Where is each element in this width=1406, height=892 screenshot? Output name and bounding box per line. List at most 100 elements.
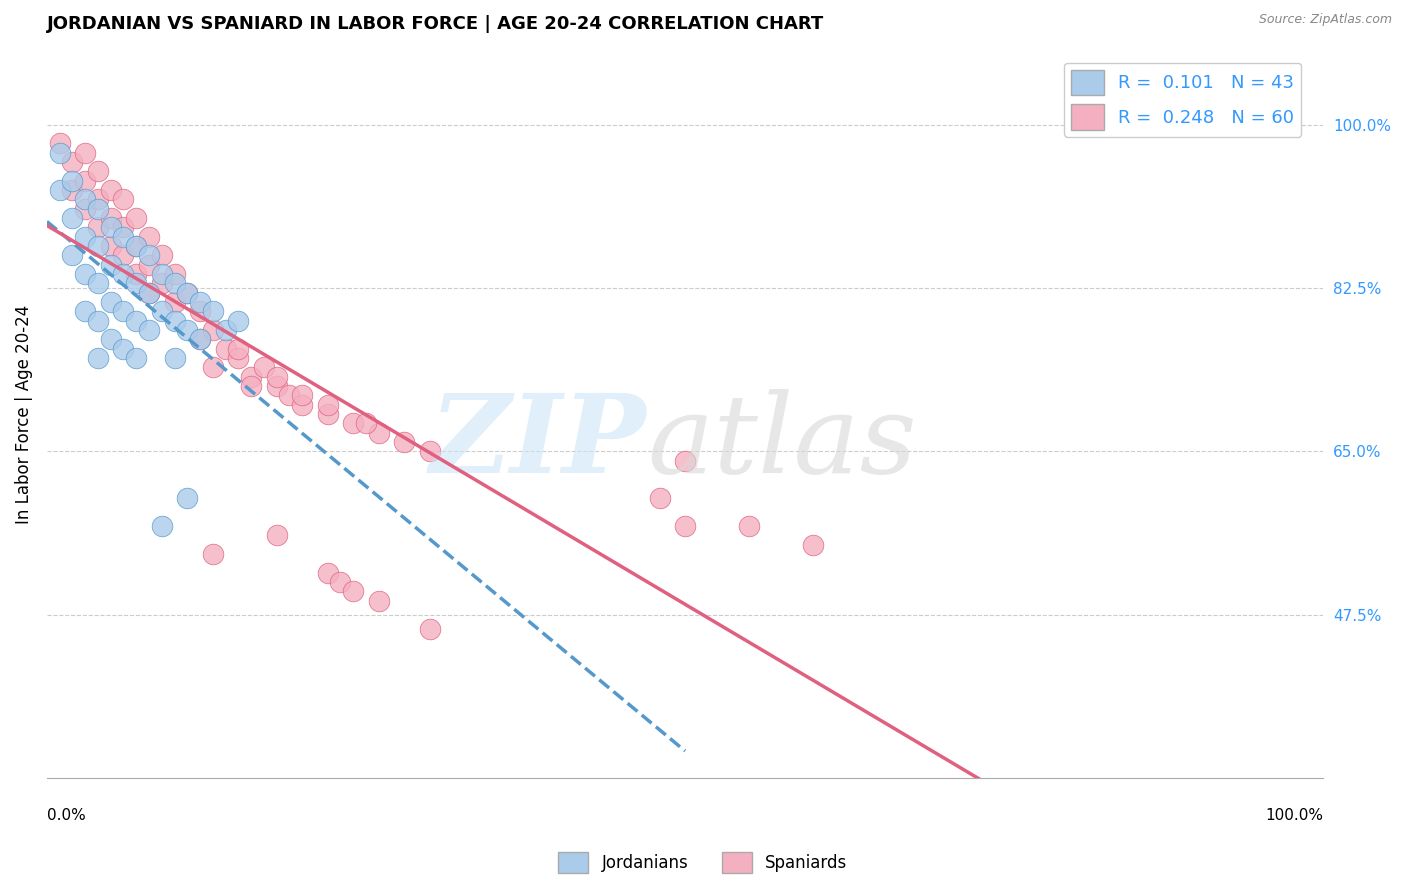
Point [125,313,148,327]
Point [201,323,224,337]
Point [138,258,160,272]
Point [87,202,110,216]
Point [201,360,224,375]
Point [87,276,110,290]
Point [201,304,224,318]
Text: JORDANIAN VS SPANIARD IN LABOR FORCE | AGE 20-24 CORRELATION CHART: JORDANIAN VS SPANIARD IN LABOR FORCE | A… [46,15,824,33]
Point [176,323,198,337]
Text: Source: ZipAtlas.com: Source: ZipAtlas.com [1258,13,1392,27]
Point [176,285,198,300]
Point [176,285,198,300]
Point [125,239,148,253]
Point [75,173,97,187]
Point [62,211,84,225]
Y-axis label: In Labor Force | Age 20-24: In Labor Force | Age 20-24 [15,304,32,524]
Point [112,229,135,244]
Point [150,276,173,290]
Point [188,304,211,318]
Point [163,313,186,327]
Point [266,379,288,393]
Point [367,425,389,440]
Point [150,267,173,281]
Point [75,304,97,318]
Point [419,444,441,458]
Point [240,379,263,393]
Point [75,267,97,281]
Point [100,332,122,346]
Point [100,220,122,235]
Point [240,369,263,384]
Point [112,342,135,356]
Point [419,622,441,636]
Point [188,294,211,309]
Point [291,398,314,412]
Point [87,239,110,253]
Point [228,351,250,365]
Point [801,537,824,551]
Point [673,453,696,467]
Point [125,276,148,290]
Text: atlas: atlas [647,389,917,497]
Point [228,342,250,356]
Point [138,248,160,262]
Point [62,248,84,262]
Point [316,407,339,421]
Point [188,332,211,346]
Point [62,173,84,187]
Point [266,369,288,384]
Point [291,388,314,402]
Point [648,491,671,505]
Text: 100.0%: 100.0% [1265,808,1323,823]
Point [150,248,173,262]
Point [125,211,148,225]
Point [150,304,173,318]
Point [100,183,122,197]
Point [316,566,339,580]
Point [394,434,416,449]
Point [75,229,97,244]
Point [278,388,301,402]
Point [100,239,122,253]
Point [253,360,276,375]
Legend: Jordanians, Spaniards: Jordanians, Spaniards [551,846,855,880]
Point [112,304,135,318]
Point [150,519,173,533]
Point [342,584,364,599]
Point [138,285,160,300]
Point [100,258,122,272]
Point [163,351,186,365]
Point [214,323,236,337]
Point [138,229,160,244]
Point [316,398,339,412]
Point [112,248,135,262]
Point [138,285,160,300]
Point [163,276,186,290]
Point [176,491,198,505]
Point [87,220,110,235]
Point [87,313,110,327]
Point [228,313,250,327]
Point [125,351,148,365]
Legend: R =  0.101   N = 43, R =  0.248   N = 60: R = 0.101 N = 43, R = 0.248 N = 60 [1064,62,1302,137]
Point [125,267,148,281]
Point [329,574,352,589]
Point [100,294,122,309]
Point [125,239,148,253]
Point [112,220,135,235]
Point [266,528,288,542]
Point [75,145,97,160]
Point [87,351,110,365]
Point [354,416,377,430]
Point [112,267,135,281]
Point [87,192,110,206]
Point [48,136,70,151]
Point [75,202,97,216]
Point [342,416,364,430]
Text: ZIP: ZIP [430,389,647,497]
Point [738,519,761,533]
Point [163,294,186,309]
Point [62,183,84,197]
Point [163,267,186,281]
Point [48,183,70,197]
Point [62,154,84,169]
